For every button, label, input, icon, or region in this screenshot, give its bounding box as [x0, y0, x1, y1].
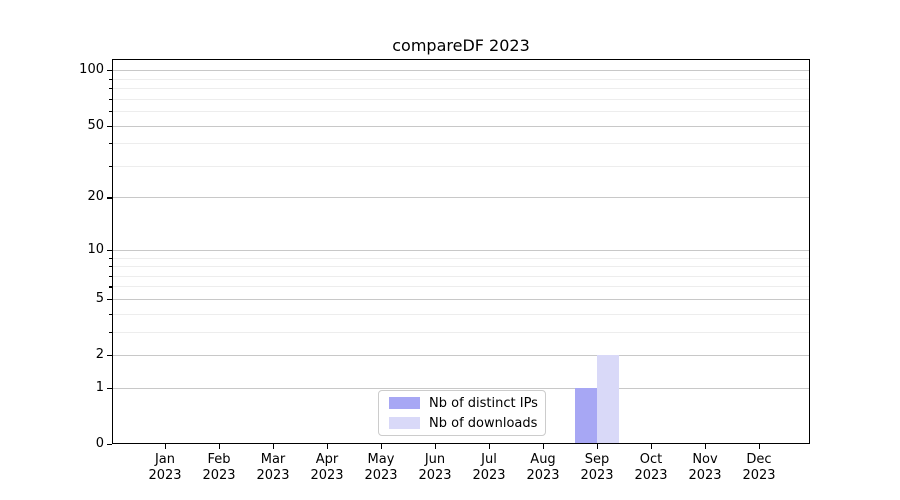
y-axis-minor-tick: [109, 313, 112, 315]
plot-area: 0 1 2 5 10 20 50 100 Jan 2023 Feb 2023 Mar 2023 Apr…: [79, 59, 810, 483]
gridline-minor: [112, 98, 810, 100]
y-axis-minor-tick: [109, 275, 112, 277]
y-axis-tick: [107, 298, 112, 301]
x-tick-label: Apr 2023: [310, 452, 344, 483]
y-axis-tick: [107, 444, 112, 446]
x-tick-label: May 2023: [364, 452, 398, 483]
y-tick-label: 0: [95, 436, 104, 452]
bar-distinct-ips: [575, 387, 597, 444]
y-axis-minor-tick: [109, 257, 112, 259]
legend-label-downloads: Nb of downloads: [429, 415, 538, 431]
y-axis-tick: [107, 249, 112, 251]
x-axis-tick: [488, 444, 490, 449]
y-axis-minor-tick: [109, 286, 112, 288]
y-axis-tick: [107, 387, 112, 390]
x-axis-tick: [272, 444, 274, 449]
gridline-minor: [112, 165, 810, 167]
y-axis-tick: [107, 125, 112, 127]
gridline-minor: [112, 275, 810, 277]
y-axis-minor-tick: [109, 78, 112, 80]
gridline-major: [112, 355, 810, 357]
y-axis-tick: [107, 197, 112, 199]
gridline-minor: [112, 286, 810, 288]
gridline-minor: [112, 78, 810, 80]
x-axis-tick: [758, 444, 760, 449]
y-tick-label: 2: [95, 347, 104, 363]
y-axis-minor-tick: [109, 88, 112, 90]
gridline-minor: [112, 111, 810, 113]
x-axis-tick: [542, 444, 544, 449]
axes-frame: [112, 59, 810, 444]
gridline-major: [112, 249, 810, 251]
y-axis-minor-tick: [109, 266, 112, 268]
x-axis-tick: [650, 444, 652, 449]
y-axis-minor-tick: [109, 165, 112, 168]
legend: Nb of distinct IPs Nb of downloads: [378, 390, 546, 436]
gridline-minor: [112, 143, 810, 145]
y-tick-label: 10: [87, 241, 104, 257]
y-axis-minor-tick: [109, 98, 112, 100]
legend-item-downloads: Nb of downloads: [389, 416, 545, 431]
bar-downloads: [597, 355, 619, 444]
x-tick-label: Dec 2023: [742, 452, 776, 483]
gridline-minor: [112, 88, 810, 90]
y-axis-tick: [107, 355, 112, 357]
y-axis-minor-tick: [109, 143, 112, 145]
x-tick-label: Jul 2023: [472, 452, 506, 483]
gridline-major: [112, 125, 810, 127]
y-axis-minor-tick: [109, 331, 112, 333]
legend-swatch-distinct-ips: [389, 397, 420, 409]
x-tick-label: Feb 2023: [202, 452, 236, 483]
y-axis-minor-tick: [109, 111, 112, 113]
x-tick-label: Jan 2023: [148, 452, 182, 483]
legend-label-distinct-ips: Nb of distinct IPs: [429, 395, 538, 411]
gridline-major: [112, 387, 810, 389]
x-tick-label: Sep 2023: [580, 452, 614, 483]
gridline-major: [112, 298, 810, 300]
x-axis-tick: [326, 444, 328, 449]
x-tick-label: Mar 2023: [256, 452, 290, 483]
gridline-minor: [112, 266, 810, 268]
legend-item-distinct-ips: Nb of distinct IPs: [389, 396, 545, 411]
x-axis-tick: [596, 444, 598, 449]
x-axis-tick: [164, 444, 166, 449]
legend-swatch-downloads: [389, 417, 420, 429]
x-axis-tick: [218, 444, 220, 449]
x-tick-label: Nov 2023: [688, 452, 722, 483]
y-tick-label: 5: [95, 291, 104, 307]
x-axis-tick: [434, 444, 436, 449]
x-tick-label: Jun 2023: [418, 452, 452, 483]
y-tick-label: 50: [87, 117, 104, 133]
y-tick-label: 20: [87, 189, 104, 205]
x-axis-tick: [380, 444, 382, 449]
gridline-minor: [112, 313, 810, 315]
y-axis-tick: [107, 70, 112, 72]
gridline-minor: [112, 257, 810, 259]
gridline-major: [112, 70, 810, 72]
gridline-major: [112, 197, 810, 199]
x-tick-label: Oct 2023: [634, 452, 668, 483]
chart-title: compareDF 2023: [392, 36, 530, 55]
y-tick-label: 1: [95, 380, 104, 396]
x-tick-label: Aug 2023: [526, 452, 560, 483]
y-tick-label: 100: [79, 62, 104, 78]
x-axis-tick: [704, 444, 706, 449]
gridline-minor: [112, 331, 810, 333]
